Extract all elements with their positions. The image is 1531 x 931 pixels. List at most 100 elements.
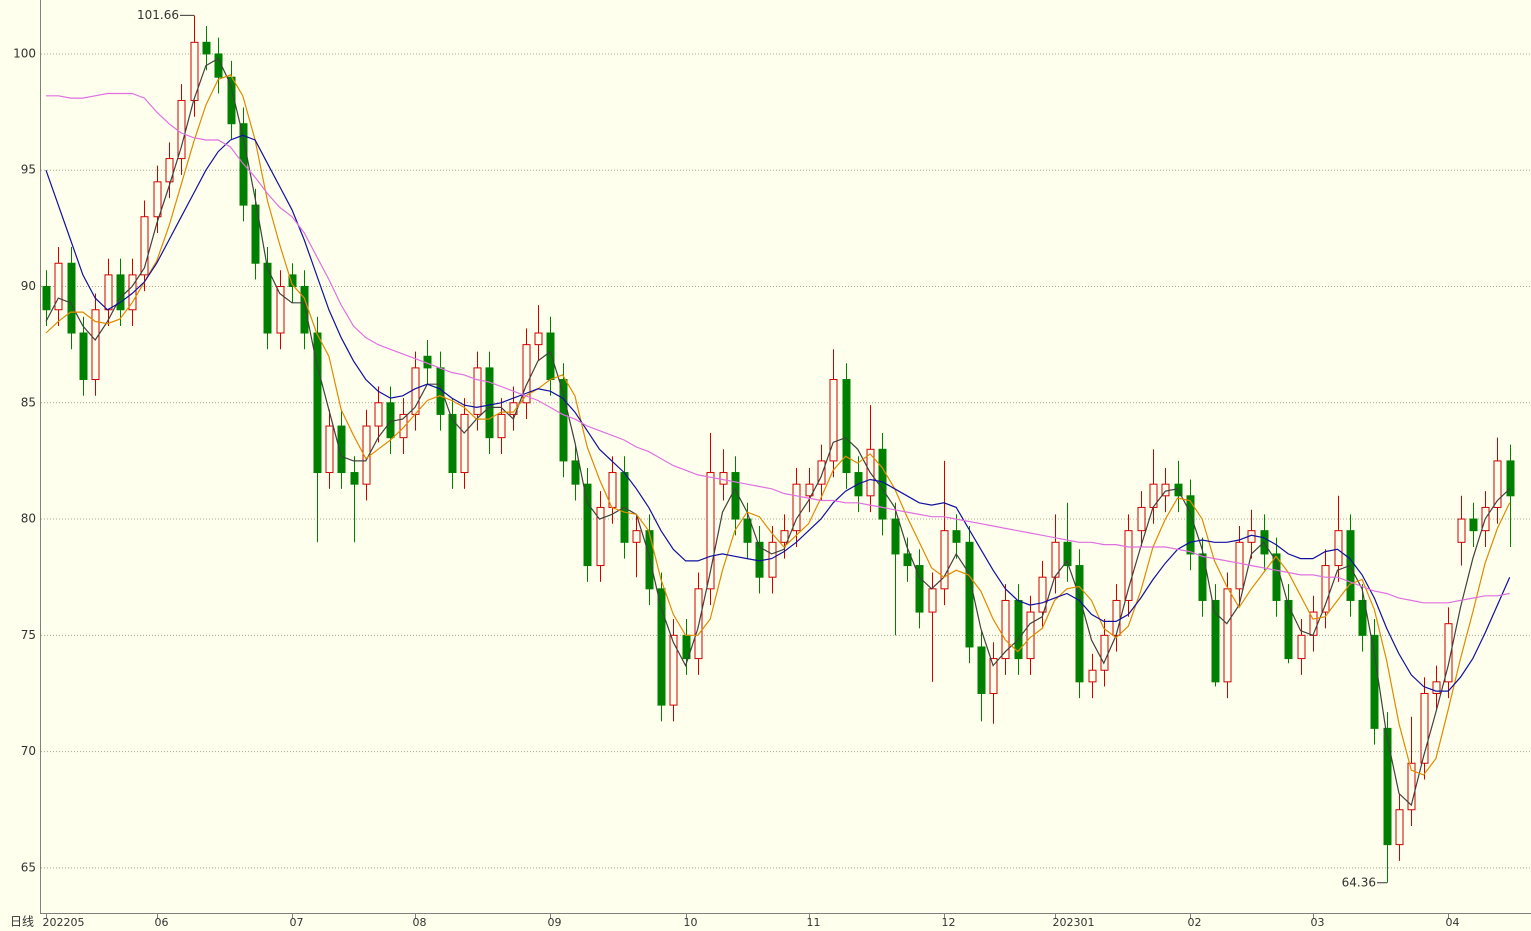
moving-average-line <box>46 92 1510 604</box>
candle-body <box>719 472 728 485</box>
candle-body <box>325 425 334 474</box>
moving-average-line <box>45 134 1511 692</box>
y-tick-label: 70 <box>21 744 36 758</box>
candle-body <box>780 530 789 543</box>
candle-body <box>177 99 186 160</box>
candle-body <box>1038 576 1047 613</box>
candle-body <box>263 262 272 334</box>
candle-body <box>1370 634 1379 729</box>
candle-body <box>399 413 408 439</box>
candle-body <box>1457 518 1466 543</box>
candle-body <box>596 506 605 567</box>
candle-body <box>915 565 924 613</box>
candle-body <box>657 588 666 706</box>
candle-body <box>559 379 568 462</box>
candle-body <box>485 367 494 439</box>
candle-body <box>497 413 506 439</box>
candle-body <box>91 309 100 381</box>
period-label: 日线 <box>10 915 34 929</box>
candle-body <box>1346 530 1355 601</box>
candle-body <box>1075 565 1084 683</box>
x-tick-label: 08 <box>413 916 427 929</box>
y-tick-label: 90 <box>21 279 36 293</box>
candle-body <box>350 472 359 485</box>
candle-body <box>116 274 125 311</box>
candle-body <box>374 402 383 427</box>
x-tick-label: 09 <box>548 916 562 929</box>
candle-body <box>842 379 851 474</box>
candle-body <box>706 472 715 590</box>
candle-body <box>768 541 777 578</box>
candle-body <box>805 483 814 497</box>
candle-body <box>288 274 297 288</box>
candle-body <box>977 646 986 694</box>
x-tick-label: 07 <box>290 916 304 929</box>
candle-body <box>337 425 346 474</box>
candle-body <box>817 460 826 485</box>
candle-body <box>1260 530 1269 555</box>
candle-body <box>1358 599 1367 636</box>
candle-body <box>792 483 801 532</box>
candle-body <box>42 286 51 311</box>
candle-body <box>1407 762 1416 811</box>
candle-body <box>1383 727 1392 846</box>
candle-body <box>583 483 592 567</box>
x-tick-label: 12 <box>942 916 956 929</box>
candle-body <box>140 216 149 276</box>
candle-body <box>1420 692 1429 764</box>
x-tick-label: 06 <box>155 916 169 929</box>
x-tick-label: 202205 <box>43 916 85 929</box>
x-tick-label: 04 <box>1446 916 1460 929</box>
candle-body <box>829 379 838 462</box>
y-tick-label: 95 <box>21 163 36 177</box>
candle-body <box>1051 541 1060 578</box>
candle-body <box>743 518 752 543</box>
candle-body <box>79 332 88 381</box>
candle-body <box>1469 518 1478 532</box>
candle-body <box>460 413 469 474</box>
candle-body <box>940 530 949 590</box>
candle-body <box>1211 599 1220 683</box>
candle-body <box>1088 669 1097 683</box>
candle-body <box>1334 530 1343 567</box>
candle-body <box>1297 634 1306 660</box>
y-tick-label: 65 <box>21 860 36 874</box>
candle-body <box>669 634 678 706</box>
candle-body <box>1112 599 1121 636</box>
x-tick-label: 02 <box>1188 916 1202 929</box>
candle-body <box>1432 681 1441 694</box>
candle-body <box>300 286 309 334</box>
moving-average-line <box>45 57 1511 807</box>
y-tick-label: 100 <box>13 46 36 60</box>
candle-body <box>1444 623 1453 683</box>
candle-body <box>104 274 113 311</box>
candle-body <box>165 158 174 183</box>
candle-body <box>1493 460 1502 508</box>
x-tick-label: 11 <box>807 916 821 929</box>
candle-body <box>903 553 912 567</box>
candle-body <box>1284 599 1293 660</box>
candle-body <box>1124 530 1133 601</box>
x-tick-label: 03 <box>1311 916 1325 929</box>
candle-body <box>54 262 63 311</box>
candle-body <box>928 588 937 613</box>
candle-body <box>952 530 961 543</box>
candle-body <box>1001 599 1010 660</box>
candle-body <box>313 332 322 474</box>
candle-body <box>891 518 900 555</box>
candle-body <box>632 530 641 543</box>
candle-body <box>546 332 555 381</box>
x-tick-label: 10 <box>684 916 698 929</box>
candle-body <box>473 367 482 415</box>
candle-body <box>522 344 531 404</box>
candle-body <box>878 448 887 520</box>
candle-body <box>153 181 162 218</box>
candle-body <box>190 41 199 101</box>
candle-body <box>1223 588 1232 683</box>
candle-body <box>571 460 580 485</box>
candle-body <box>1321 565 1330 613</box>
max-label: 101.66 <box>137 8 179 22</box>
moving-average-line <box>45 74 1511 776</box>
